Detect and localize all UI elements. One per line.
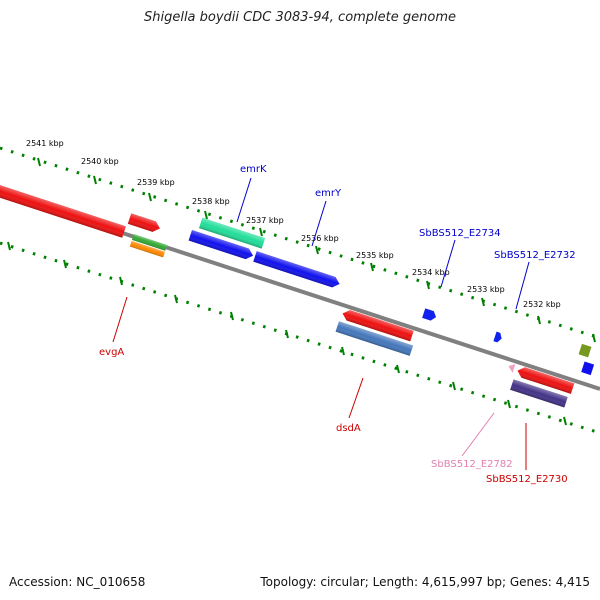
- leader-e2734: [440, 239, 456, 288]
- gene-emry[interactable]: [188, 230, 255, 261]
- kbp-label-2537: 2537 kbp: [246, 216, 284, 225]
- map-title: Shigella boydii CDC 3083-94, complete ge…: [143, 10, 457, 25]
- kbp-label-2538: 2538 kbp: [192, 197, 230, 206]
- leader-dsda: [348, 377, 364, 419]
- gene-blue-edge[interactable]: [581, 361, 595, 376]
- kbp-label-2541: 2541 kbp: [26, 139, 64, 148]
- gene-emrk[interactable]: [198, 217, 266, 249]
- label-e2730[interactable]: SbBS512_E2730: [486, 474, 568, 485]
- gene-purple[interactable]: [510, 379, 568, 408]
- gene-red-small[interactable]: [127, 213, 162, 233]
- label-e2732[interactable]: SbBS512_E2732: [494, 250, 576, 261]
- gene-sbbs512-e2730-red[interactable]: [516, 365, 575, 394]
- leader-e2782: [461, 412, 495, 457]
- kbp-label-2534: 2534 kbp: [412, 268, 450, 277]
- label-emrk[interactable]: emrK: [240, 164, 267, 175]
- gene-evga-orange[interactable]: [129, 240, 165, 258]
- gene-olive[interactable]: [578, 343, 592, 358]
- gene-sbbs512-e2782[interactable]: [507, 362, 516, 373]
- label-e2734[interactable]: SbBS512_E2734: [419, 228, 501, 239]
- label-dsda[interactable]: dsdA: [336, 423, 361, 434]
- kbp-label-2533: 2533 kbp: [467, 285, 505, 294]
- kbp-label-2535: 2535 kbp: [356, 251, 394, 260]
- gene-red-left[interactable]: [0, 164, 126, 238]
- gene-blue-2[interactable]: [253, 251, 341, 289]
- accession-text: Accession: NC_010658: [9, 575, 146, 589]
- label-e2782[interactable]: SbBS512_E2782: [431, 459, 513, 470]
- gene-sbbs512-e2734[interactable]: [422, 308, 437, 322]
- kbp-label-2532: 2532 kbp: [523, 300, 561, 309]
- leader-emrk: [236, 177, 252, 223]
- gene-sbbs512-e2732[interactable]: [493, 331, 503, 344]
- gene-evga-green[interactable]: [132, 234, 168, 251]
- kbp-label-2539: 2539 kbp: [137, 178, 175, 187]
- kbp-label-2536: 2536 kbp: [301, 234, 339, 243]
- gene-dsda-steel[interactable]: [335, 321, 414, 356]
- kbp-label-2540: 2540 kbp: [81, 157, 119, 166]
- gene-dsda-red[interactable]: [341, 308, 414, 342]
- topology-text: Topology: circular; Length: 4,615,997 bp…: [260, 575, 590, 589]
- leader-e2732: [515, 261, 530, 310]
- upper-scale-dots: [0, 146, 600, 340]
- upper-major-ticks: [37, 157, 596, 343]
- label-evga[interactable]: evgA: [99, 347, 124, 358]
- lower-major-ticks: [7, 241, 567, 426]
- label-emry[interactable]: emrY: [315, 188, 342, 199]
- leader-emry: [311, 200, 327, 247]
- lower-scale-dots: [0, 241, 600, 435]
- leader-evga: [112, 296, 128, 343]
